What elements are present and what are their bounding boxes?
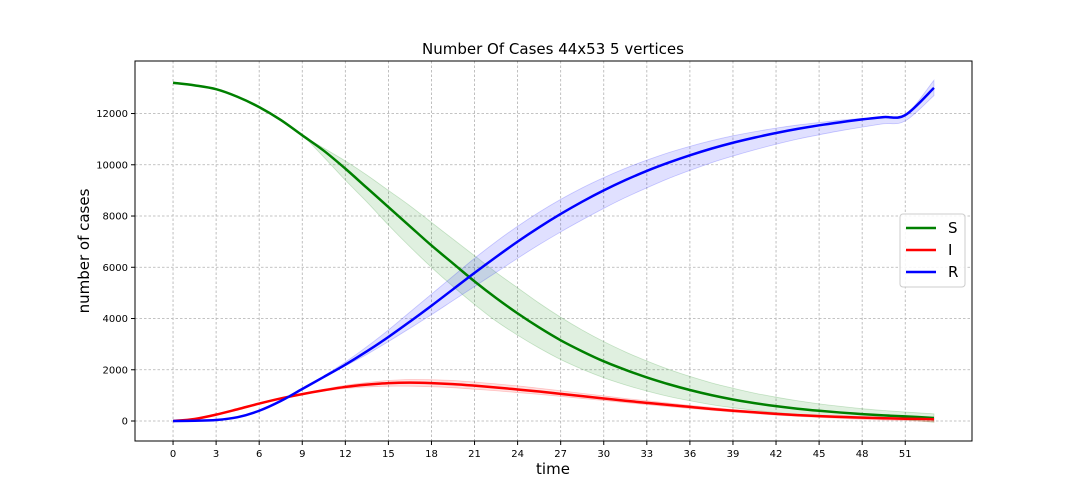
y-tick-label: 10000 [96, 160, 128, 171]
y-tick-label: 2000 [103, 365, 128, 376]
x-axis-ticks: 0 3 6 9 12 15 18 21 24 27 30 33 36 39 42 45 48 51 [170, 441, 912, 460]
y-tick-label: 0 [122, 417, 128, 428]
x-tick-label: 30 [597, 449, 610, 460]
y-axis-ticks: 0 2000 4000 6000 8000 10000 12000 [96, 109, 135, 428]
x-tick-label: 6 [256, 449, 262, 460]
legend-label-S: S [948, 219, 958, 237]
plot-frame [134, 60, 973, 442]
y-tick-label: 4000 [103, 314, 128, 325]
x-tick-label: 3 [213, 449, 219, 460]
x-tick-label: 9 [299, 449, 305, 460]
series-line-I [172, 381, 934, 423]
series-line-R [173, 86, 935, 423]
y-axis-title: number of cases [75, 188, 93, 313]
confidence-bands [173, 79, 935, 423]
x-tick-label: 12 [339, 449, 352, 460]
series-line-S [172, 81, 935, 420]
x-tick-label: 0 [170, 449, 176, 460]
grid-lines [135, 61, 972, 441]
x-tick-label: 33 [640, 449, 653, 460]
legend-label-R: R [948, 263, 958, 281]
legend-items: SIR [906, 219, 958, 281]
x-tick-label: 15 [382, 449, 395, 460]
series-lines [172, 81, 935, 423]
legend: SIR [899, 213, 966, 288]
y-tick-label: 6000 [103, 263, 128, 274]
x-tick-label: 39 [727, 449, 740, 460]
x-tick-label: 48 [856, 449, 869, 460]
y-tick-label: 8000 [103, 212, 128, 223]
x-tick-label: 24 [511, 449, 524, 460]
x-tick-label: 27 [554, 449, 567, 460]
x-tick-label: 21 [468, 449, 481, 460]
x-tick-label: 36 [684, 449, 697, 460]
chart-title: Number Of Cases 44x53 5 vertices [422, 40, 684, 58]
y-tick-label: 12000 [96, 109, 128, 120]
legend-label-I: I [948, 241, 952, 259]
x-axis-title: time [536, 460, 570, 478]
x-tick-label: 42 [770, 449, 783, 460]
x-tick-label: 45 [813, 449, 826, 460]
x-tick-label: 51 [899, 449, 912, 460]
x-tick-label: 18 [425, 449, 438, 460]
